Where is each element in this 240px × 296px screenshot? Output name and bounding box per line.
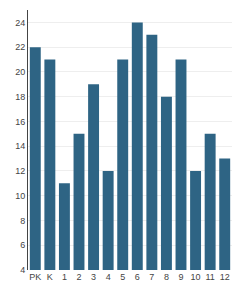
svg-text:10: 10 [15,191,25,201]
svg-text:11: 11 [205,272,214,282]
svg-text:9: 9 [178,272,183,282]
svg-text:2: 2 [76,272,81,282]
svg-text:24: 24 [15,18,25,28]
svg-text:1: 1 [62,272,67,282]
svg-text:22: 22 [15,42,25,52]
svg-text:12: 12 [15,166,25,176]
svg-text:5: 5 [120,272,125,282]
svg-text:6: 6 [20,240,25,250]
svg-text:7: 7 [149,272,154,282]
svg-text:K: K [47,272,53,282]
svg-text:10: 10 [191,272,201,282]
svg-text:8: 8 [20,216,25,226]
svg-text:12: 12 [220,272,230,282]
svg-text:20: 20 [15,67,25,77]
svg-text:PK: PK [29,272,41,282]
svg-text:14: 14 [15,141,25,151]
svg-text:4: 4 [20,265,25,275]
svg-text:4: 4 [106,272,111,282]
svg-text:16: 16 [15,117,25,127]
svg-text:8: 8 [164,272,169,282]
svg-text:3: 3 [91,272,96,282]
svg-text:18: 18 [15,92,25,102]
svg-text:6: 6 [135,272,140,282]
